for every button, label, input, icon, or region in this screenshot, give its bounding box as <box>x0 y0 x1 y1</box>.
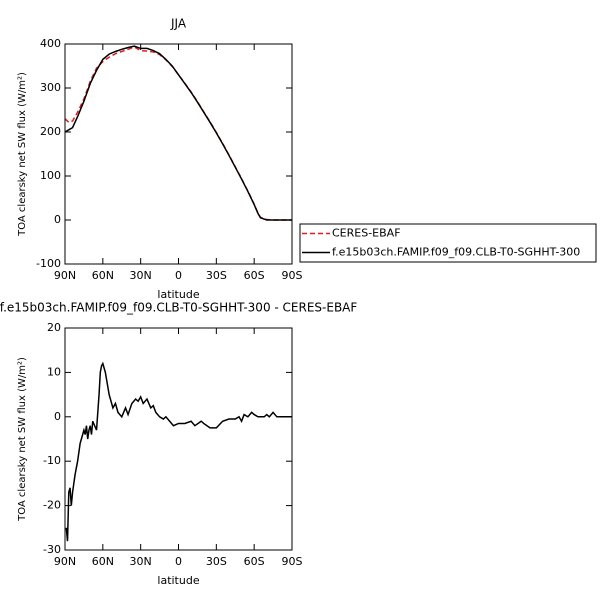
legend-label: CERES-EBAF <box>332 227 401 240</box>
y-tick-label: 100 <box>40 169 61 182</box>
x-tick-label: 60S <box>244 269 265 282</box>
y-tick-label: -10 <box>43 454 61 467</box>
y-axis-label: TOA clearsky net SW flux (W/m²) <box>17 357 28 522</box>
data-line <box>64 46 292 221</box>
x-tick-label: 0 <box>175 555 182 568</box>
x-tick-label: 30S <box>206 269 227 282</box>
chart-title: f.e15b03ch.FAMIP.f09_f09.CLB-T0-SGHHT-30… <box>0 301 357 315</box>
x-axis-label: latitude <box>157 288 199 301</box>
y-tick-label: -30 <box>43 543 61 556</box>
data-line <box>65 361 292 542</box>
legend-box <box>299 223 597 263</box>
x-tick-label: 90S <box>282 269 303 282</box>
y-tick-label: -20 <box>43 499 61 512</box>
x-axis-label: latitude <box>157 574 199 587</box>
y-tick-label: 0 <box>54 410 61 423</box>
x-tick-label: 30N <box>130 555 152 568</box>
x-tick-label: 60N <box>92 555 114 568</box>
y-tick-label: -100 <box>36 257 61 270</box>
x-tick-label: 0 <box>175 269 182 282</box>
x-tick-label: 90N <box>54 555 76 568</box>
x-tick-label: 30S <box>206 555 227 568</box>
y-tick-label: 10 <box>47 365 61 378</box>
chart-title: JJA <box>170 17 187 31</box>
y-tick-label: 300 <box>40 81 61 94</box>
y-tick-label: 20 <box>47 321 61 334</box>
y-tick-label: 0 <box>54 213 61 226</box>
x-tick-label: 60N <box>92 269 114 282</box>
y-tick-label: 400 <box>40 37 61 50</box>
plot-frame <box>64 43 293 265</box>
data-line <box>64 45 292 221</box>
legend-label: f.e15b03ch.FAMIP.f09_f09.CLB-T0-SGHHT-30… <box>332 246 580 259</box>
x-tick-label: 60S <box>244 555 265 568</box>
x-tick-label: 90N <box>54 269 76 282</box>
x-tick-label: 30N <box>130 269 152 282</box>
y-tick-label: 200 <box>40 125 61 138</box>
x-tick-label: 90S <box>282 555 303 568</box>
y-axis-label: TOA clearsky net SW flux (W/m²) <box>17 72 28 237</box>
plot-frame <box>64 327 293 551</box>
